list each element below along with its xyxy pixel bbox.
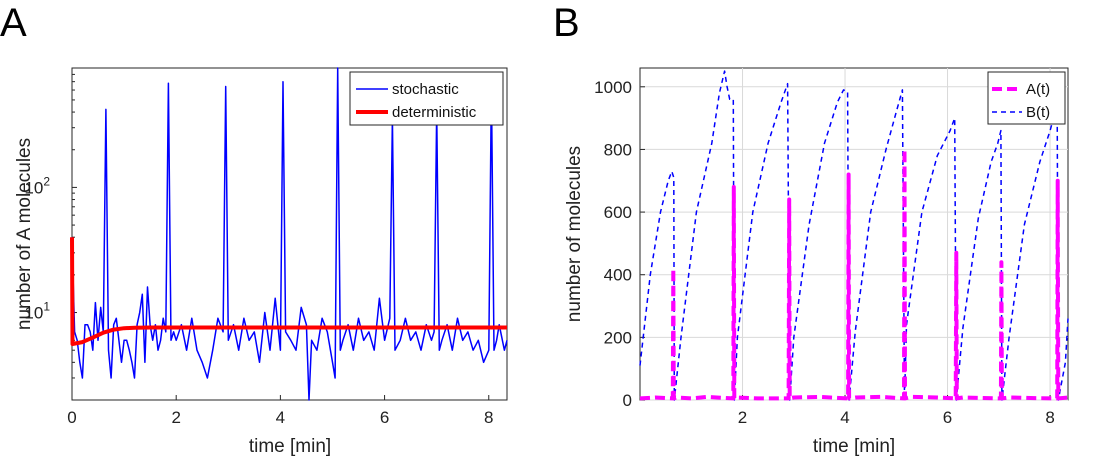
series-line-deterministic <box>70 237 507 346</box>
panel-b-legend-box <box>987 71 1066 125</box>
legend-label-b: B(t) <box>1026 104 1050 121</box>
y-tick-label: 1000 <box>594 78 632 97</box>
legend-label-a: A(t) <box>1026 81 1050 98</box>
panel-a-series <box>70 67 508 401</box>
panel-a-y-axis-label: number of A molecules <box>14 138 35 330</box>
x-tick-label: 2 <box>738 408 747 427</box>
series-line-a <box>639 147 1069 401</box>
panel-b-x-axis-label: time [min] <box>813 436 895 457</box>
y-tick-label: 800 <box>604 140 632 159</box>
panel-a-label: A <box>0 1 27 45</box>
panel-b-y-axis-label: number of molecules <box>564 146 585 322</box>
panel-b-series <box>639 70 1069 401</box>
y-tick-label: 101 <box>24 300 50 323</box>
panel-a-x-axis-label: time [min] <box>249 436 331 457</box>
x-tick-label: 8 <box>484 408 493 427</box>
x-tick-label: 6 <box>380 408 389 427</box>
y-tick-label: 102 <box>24 174 50 197</box>
x-tick-label: 0 <box>67 408 76 427</box>
y-tick-label: 200 <box>604 328 632 347</box>
series-line-stochastic <box>71 67 508 401</box>
y-tick-label: 0 <box>623 391 632 410</box>
panel-b-grid <box>640 68 1068 401</box>
panel-a-legend: stochastic deterministic <box>349 71 504 126</box>
x-tick-label: 4 <box>840 408 849 427</box>
y-tick-label: 400 <box>604 266 632 285</box>
panel-b-label: B <box>553 1 580 45</box>
panel-b-ticks: 2 4 6 8 0 200 400 600 800 1000 <box>594 78 1055 427</box>
x-tick-label: 6 <box>943 408 952 427</box>
panel-a: A 0 2 4 6 8 101 102 time [min] number of A mol… <box>0 1 508 457</box>
legend-label-deterministic: deterministic <box>392 104 477 121</box>
panel-b-legend: A(t) B(t) <box>987 71 1066 125</box>
y-tick-label: 600 <box>604 203 632 222</box>
legend-label-stochastic: stochastic <box>392 81 459 98</box>
x-tick-label: 8 <box>1045 408 1054 427</box>
panel-a-legend-box <box>349 71 504 126</box>
x-tick-label: 2 <box>171 408 180 427</box>
panel-b: B 2 4 6 8 0 200 400 600 800 1000 time [min] numbe… <box>553 1 1069 457</box>
x-tick-label: 4 <box>276 408 285 427</box>
